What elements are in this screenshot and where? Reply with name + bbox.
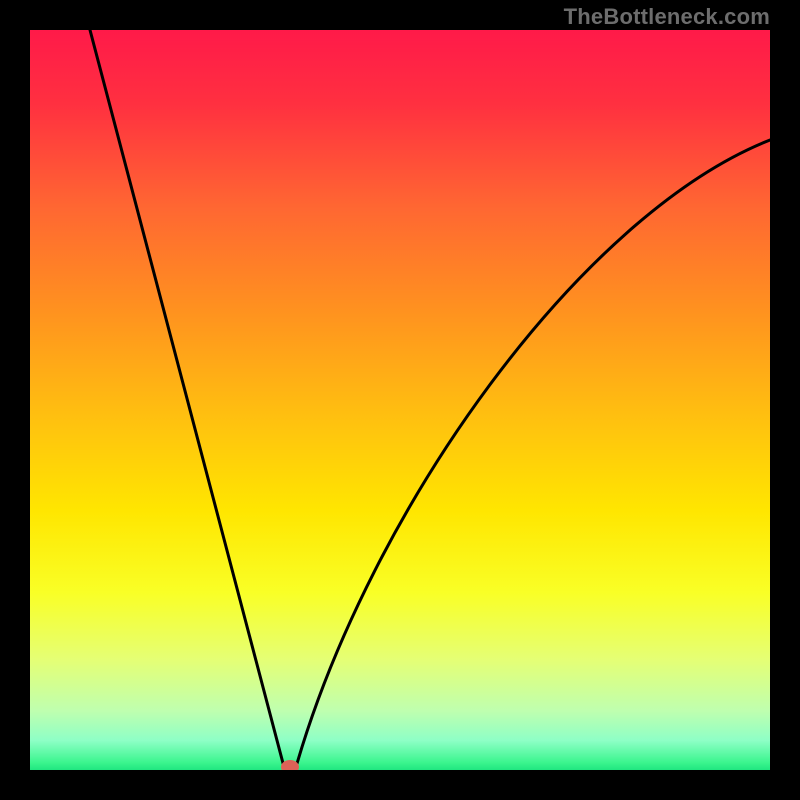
bottleneck-curve	[90, 30, 770, 767]
bottleneck-curve-layer	[30, 30, 770, 770]
plot-area	[30, 30, 770, 770]
chart-frame: TheBottleneck.com	[0, 0, 800, 800]
watermark-text: TheBottleneck.com	[564, 4, 770, 30]
